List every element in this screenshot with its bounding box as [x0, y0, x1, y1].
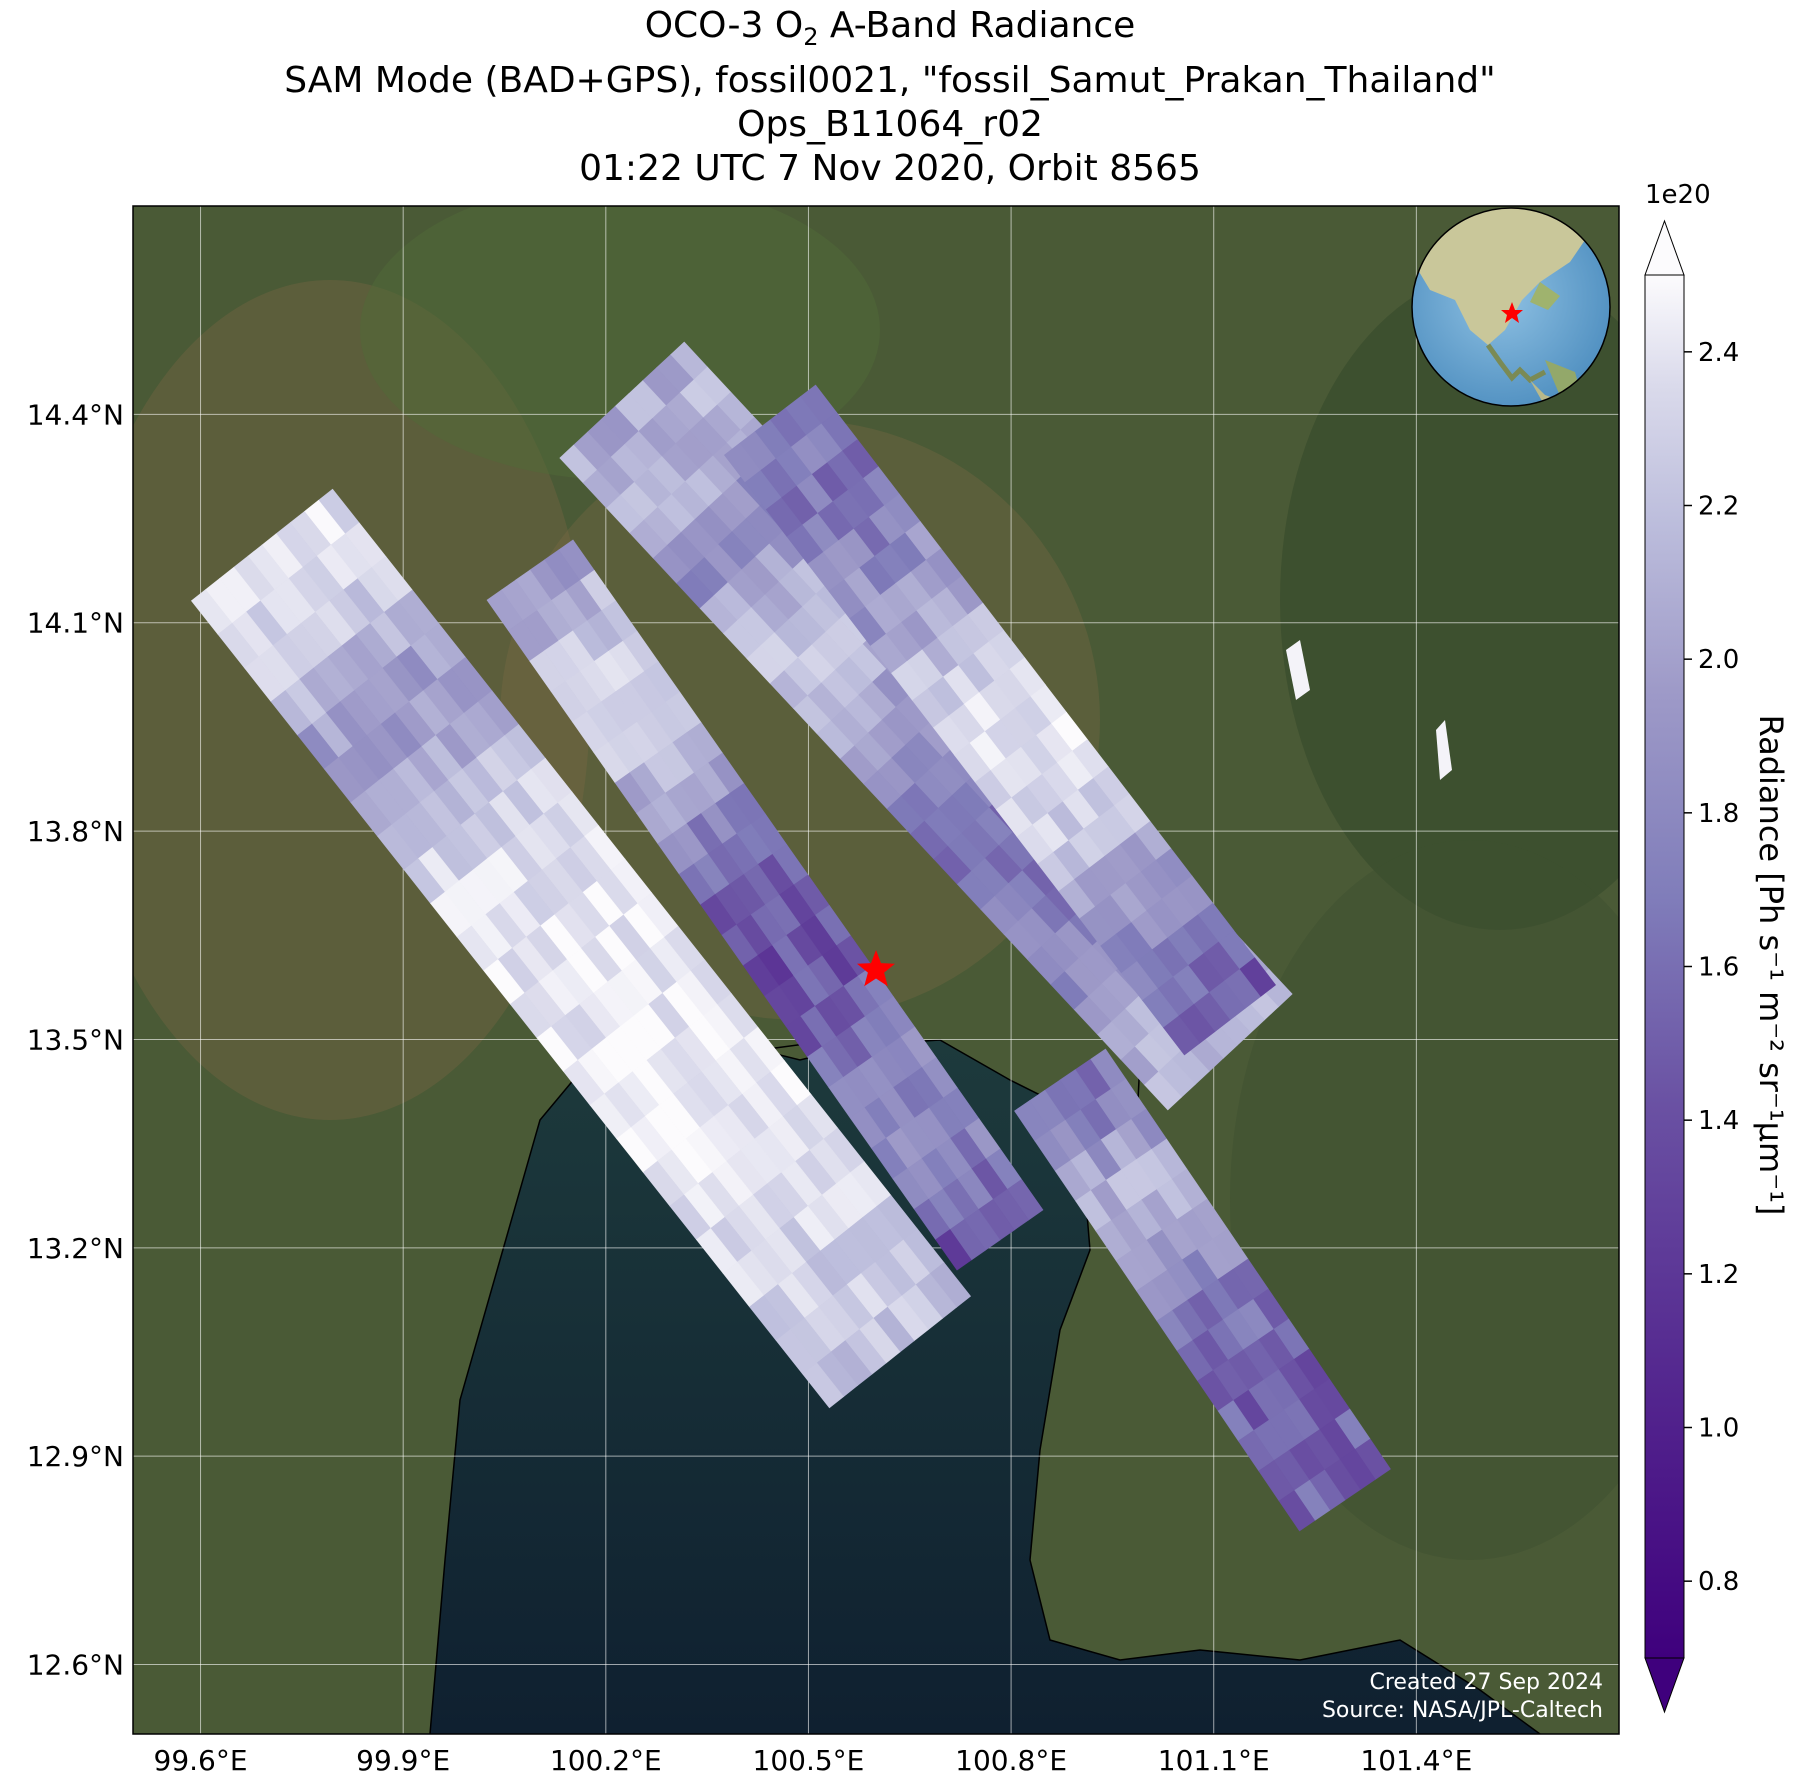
- lat-tick-label: 12.9°N: [27, 1440, 124, 1473]
- lon-tick-label: 101.4°E: [1360, 1744, 1472, 1777]
- target-star-icon: [857, 950, 895, 987]
- lat-tick-label: 13.8°N: [27, 815, 124, 848]
- radiance-cell: [1144, 1071, 1183, 1111]
- colorbar-gradient: [1644, 274, 1685, 1659]
- title-subscript: 2: [803, 23, 819, 52]
- colorbar-tick-label: 0.8: [1698, 1567, 1739, 1597]
- map-frame: [132, 205, 1620, 1735]
- lat-tick-label: 13.5°N: [27, 1023, 124, 1056]
- title-line-4: 01:22 UTC 7 Nov 2020, Orbit 8565: [579, 148, 1201, 190]
- lon-tick-label: 100.5°E: [753, 1744, 865, 1777]
- colorbar-extend-min: [1644, 1657, 1685, 1714]
- title-suffix: A-Band Radiance: [818, 5, 1136, 46]
- title-line-1: OCO-3 O2 A-Band Radiance: [0, 4, 1780, 59]
- title-line-2: SAM Mode (BAD+GPS), fossil0021, "fossil_…: [284, 60, 1496, 102]
- lat-tick-label: 14.1°N: [27, 607, 124, 640]
- lon-tick-label: 99.6°E: [154, 1744, 248, 1777]
- longitude-tick-labels: 99.6°E 99.9°E 100.2°E 100.5°E 100.8°E 101.1°E…: [154, 1744, 1473, 1777]
- globe-target-star-icon: [1501, 302, 1523, 323]
- colorbar-tick-label: 1.0: [1698, 1414, 1739, 1444]
- satellite-basemap: [133, 206, 1619, 1734]
- title-prefix: OCO-3 O: [644, 5, 804, 46]
- colorbar-tick-label: 1.4: [1698, 1106, 1739, 1136]
- colorbar-tick-label: 1.2: [1698, 1260, 1739, 1290]
- colorbar: 1e20 0.8 1.0 1.2 1.4 1.6 1.8 2.0 2.2 2.4 Radianc…: [1644, 180, 1790, 1714]
- colorbar-extend-max: [1644, 219, 1685, 276]
- radiance-cell: [802, 1362, 844, 1409]
- colorbar-ticks: 0.8 1.0 1.2 1.4 1.6 1.8 2.0 2.2 2.4: [1684, 338, 1739, 1597]
- source-credit: Source: NASA/JPL-Caltech: [1322, 1698, 1603, 1723]
- colorbar-tick-label: 1.8: [1698, 799, 1739, 829]
- figure-title: OCO-3 O2 A-Band Radiance SAM Mode (BAD+G…: [0, 4, 1780, 191]
- radiance-cell: [1286, 640, 1310, 700]
- colorbar-tick-label: 2.4: [1698, 338, 1739, 368]
- lon-tick-label: 100.8°E: [955, 1744, 1067, 1777]
- lon-tick-label: 99.9°E: [356, 1744, 450, 1777]
- lat-tick-label: 12.6°N: [27, 1649, 124, 1682]
- radiance-swaths: [190, 341, 1452, 1532]
- title-line-3: Ops_B11064_r02: [737, 104, 1043, 146]
- colorbar-tick-label: 2.2: [1698, 492, 1739, 522]
- radiance-cell: [1278, 1490, 1316, 1532]
- latitude-tick-labels: 14.4°N 14.1°N 13.8°N 13.5°N 13.2°N 12.9°N 12.6…: [27, 398, 124, 1681]
- lat-tick-label: 13.2°N: [27, 1232, 124, 1265]
- radiance-cell: [935, 1229, 972, 1271]
- lat-tick-label: 14.4°N: [27, 398, 124, 431]
- colorbar-label: Radiance [Ph s⁻¹ m⁻² sr⁻¹μm⁻¹]: [1752, 715, 1790, 1216]
- colorbar-tick-label: 2.0: [1698, 645, 1739, 675]
- colorbar-tick-label: 1.6: [1698, 953, 1739, 983]
- lon-tick-label: 101.1°E: [1158, 1744, 1270, 1777]
- created-credit: Created 27 Sep 2024: [1370, 1670, 1604, 1695]
- radiance-cell: [1436, 720, 1452, 780]
- lon-tick-label: 100.2°E: [550, 1744, 662, 1777]
- radiance-cell: [1163, 1015, 1201, 1056]
- colorbar-multiplier: 1e20: [1645, 180, 1711, 210]
